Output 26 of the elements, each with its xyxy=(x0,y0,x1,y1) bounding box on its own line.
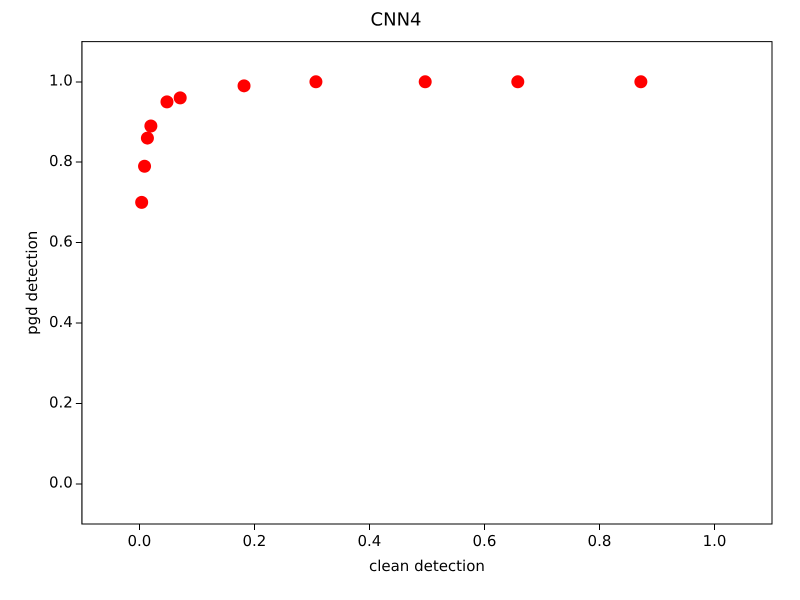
point xyxy=(160,95,174,108)
x-tick-label: 0.4 xyxy=(357,532,382,550)
point xyxy=(174,91,187,104)
y-tick-label: 1.0 xyxy=(48,72,73,90)
point xyxy=(135,196,148,209)
point xyxy=(138,160,152,173)
point xyxy=(418,75,432,88)
y-tick-label: 0.8 xyxy=(48,152,73,170)
point xyxy=(144,120,158,133)
point xyxy=(140,132,154,145)
x-tick-label: 1.0 xyxy=(702,532,726,550)
y-axis-title: pgd detection xyxy=(22,230,41,335)
x-tick-label: 0.2 xyxy=(242,532,266,550)
y-tick-label: 0.4 xyxy=(48,312,73,331)
x-tick-label: 0.0 xyxy=(127,532,152,550)
y-tick-label: 0.0 xyxy=(48,474,73,492)
point xyxy=(511,75,524,88)
y-tick-label: 0.2 xyxy=(48,393,73,412)
point xyxy=(309,75,322,88)
chart-title: CNN4 xyxy=(370,9,422,30)
point xyxy=(238,79,251,92)
y-tick-label: 0.6 xyxy=(48,232,73,250)
x-axis-title: clean detection xyxy=(368,556,485,575)
x-tick-label: 0.8 xyxy=(588,532,612,550)
point xyxy=(634,75,648,88)
x-tick-label: 0.6 xyxy=(472,532,496,550)
